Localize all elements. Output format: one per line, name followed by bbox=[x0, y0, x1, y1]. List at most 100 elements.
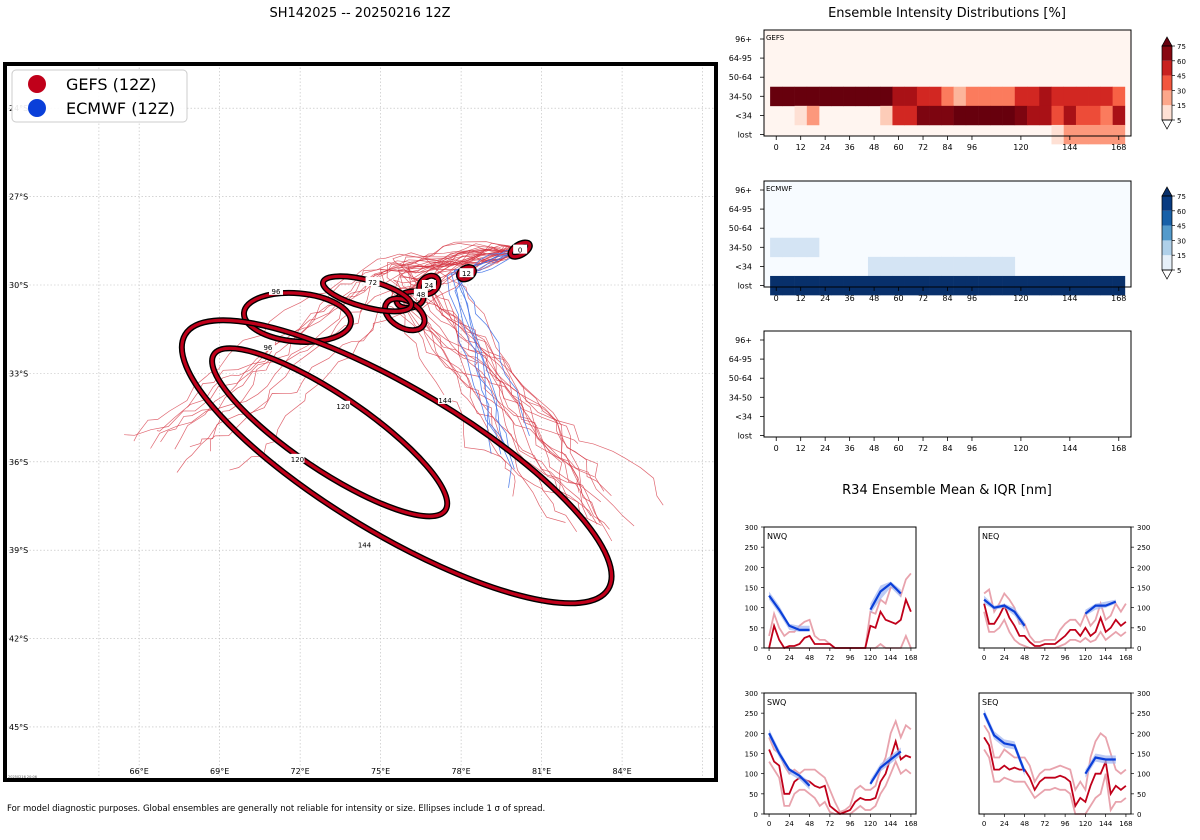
heatmap-cell bbox=[916, 105, 930, 126]
ellipse-120h bbox=[210, 346, 449, 518]
intensity-colorbars: 75 60 45 30 15 5 75 60 45 30 15 5 bbox=[1161, 36, 1186, 280]
heatmap-cell bbox=[1002, 86, 1016, 107]
r34-y-tick-label: 300 bbox=[745, 690, 758, 698]
legend-ecmwf-marker bbox=[28, 99, 46, 117]
intensity-title: Ensemble Intensity Distributions [%] bbox=[828, 6, 1066, 21]
r34-y-tick-label: 150 bbox=[745, 751, 758, 759]
heatmap-cell bbox=[1014, 105, 1028, 126]
ellipse-label-bg bbox=[336, 400, 351, 410]
r34-x-tick-label: 0 bbox=[982, 820, 986, 828]
colorbar-segment bbox=[1162, 255, 1172, 270]
heatmap-cell bbox=[892, 105, 905, 126]
colorbar-top-extend bbox=[1161, 36, 1173, 47]
x-tick-label: 120 bbox=[1013, 444, 1028, 453]
colorbar-segment bbox=[1162, 240, 1172, 256]
x-tick-label: 12 bbox=[796, 294, 806, 303]
heatmap-cell bbox=[1027, 86, 1040, 107]
heatmap-cell bbox=[1100, 275, 1113, 296]
gefs-mean-line bbox=[768, 596, 912, 650]
intensity-panel-3: 96+ 64-95 50-64 34-50 <34 lost 0 12 24 36 48 60 72 84… bbox=[729, 330, 1132, 453]
r34-y-tick-label: 100 bbox=[745, 771, 758, 779]
r34-x-tick-label: 24 bbox=[785, 654, 794, 662]
ecmwf-mean-line bbox=[983, 712, 1026, 772]
heatmap-cell bbox=[1075, 86, 1089, 107]
ellipse-hour-label: 120 bbox=[336, 403, 349, 411]
gefs-member-track bbox=[176, 249, 521, 473]
gefs-iqr-low bbox=[983, 749, 1127, 815]
r34-x-tick-label: 120 bbox=[864, 820, 877, 828]
x-tick-label: 0 bbox=[774, 294, 779, 303]
r34-y-tick-label: 50 bbox=[1137, 791, 1146, 799]
r34-x-tick-label: 168 bbox=[904, 654, 917, 662]
lon-tick-label: 69°E bbox=[210, 767, 229, 776]
heatmap-cell bbox=[782, 275, 795, 296]
lat-tick-label: 33°S bbox=[9, 369, 28, 378]
colorbar-segment bbox=[1162, 210, 1172, 226]
x-tick-label: 168 bbox=[1111, 294, 1126, 303]
heatmap-cell bbox=[990, 105, 1003, 126]
heatmap-cell bbox=[1002, 105, 1016, 126]
r34-x-tick-label: 0 bbox=[982, 654, 986, 662]
row-tick-label: <34 bbox=[735, 111, 752, 120]
heatmap-cell bbox=[953, 256, 967, 277]
ecmwf-iqr-band bbox=[870, 581, 901, 614]
r34-y-tick-label: 50 bbox=[749, 625, 758, 633]
heatmap-cell bbox=[867, 86, 881, 107]
heatmap-cell bbox=[831, 86, 844, 107]
heatmap-cell bbox=[953, 86, 967, 107]
x-tick-label: 12 bbox=[796, 444, 806, 453]
legend-ecmwf-label: ECMWF (12Z) bbox=[66, 99, 175, 118]
heatmap-cell bbox=[1100, 86, 1113, 107]
heatmap-cell bbox=[978, 86, 991, 107]
colorbar-tick-label: 45 bbox=[1177, 73, 1186, 81]
x-tick-label: 24 bbox=[820, 444, 830, 453]
x-tick-label: 72 bbox=[918, 294, 928, 303]
heatmap-cell bbox=[1100, 105, 1113, 126]
gefs-member-track bbox=[406, 249, 602, 503]
heatmap-cell bbox=[1112, 124, 1126, 145]
r34-x-tick-label: 144 bbox=[1099, 820, 1113, 828]
legend-box bbox=[11, 69, 188, 123]
x-tick-label: 36 bbox=[845, 294, 855, 303]
heatmap-cell bbox=[806, 275, 820, 296]
legend-gefs-label: GEFS (12Z) bbox=[66, 75, 156, 94]
colorbar-tick-label: 75 bbox=[1177, 193, 1186, 201]
ellipse-hour-label: 72 bbox=[368, 279, 377, 287]
r34-x-tick-label: 72 bbox=[1040, 654, 1049, 662]
x-tick-label: 96 bbox=[967, 444, 977, 453]
r34-x-tick-label: 168 bbox=[1119, 654, 1132, 662]
r34-x-tick-label: 96 bbox=[1061, 820, 1070, 828]
gefs-mean-line bbox=[983, 603, 1127, 647]
heatmap-frame bbox=[763, 330, 1132, 438]
colorbar-segment bbox=[1162, 196, 1172, 211]
colorbar-segment bbox=[1162, 46, 1172, 61]
heatmap-cell bbox=[916, 256, 930, 277]
row-tick-label: 64-95 bbox=[729, 54, 752, 63]
gefs-mean-line bbox=[983, 736, 1127, 809]
heatmap-cell bbox=[794, 275, 808, 296]
heatmap-cell bbox=[1051, 124, 1065, 145]
x-tick-label: 48 bbox=[869, 444, 879, 453]
heatmap-cell bbox=[916, 275, 930, 296]
heatmap-cell bbox=[1002, 256, 1016, 277]
r34-panel-seq: SEQ 0 24 48 72 96 120 144 168 0 50 100 150 200 250 300 bbox=[978, 690, 1150, 828]
ellipse-hour-label: 144 bbox=[438, 397, 452, 405]
colorbar-segment bbox=[1162, 105, 1172, 120]
row-tick-label: 96+ bbox=[735, 186, 752, 195]
lat-tick-label: 42°S bbox=[9, 635, 28, 644]
intensity-panel-2: ECMWF 96+ 64-95 50-64 34-50 <34 lost 0 12 24 36 48 6… bbox=[729, 180, 1132, 303]
colorbar-tick-label: 60 bbox=[1177, 58, 1186, 66]
heatmap-cell bbox=[880, 86, 893, 107]
x-tick-label: 144 bbox=[1062, 294, 1077, 303]
x-tick-label: 84 bbox=[942, 294, 952, 303]
heatmap-cell bbox=[1088, 275, 1101, 296]
ellipse-label-bg bbox=[357, 539, 372, 549]
colorbar-blues: 75 60 45 30 15 5 bbox=[1161, 186, 1186, 280]
r34-panel-label: SEQ bbox=[982, 698, 998, 707]
lon-tick-label: 78°E bbox=[451, 767, 470, 776]
colorbar-segment bbox=[1162, 60, 1172, 76]
colorbar-reds: 75 60 45 30 15 5 bbox=[1161, 36, 1186, 130]
lon-tick-label: 84°E bbox=[612, 767, 631, 776]
ellipse-label-bg bbox=[365, 277, 380, 287]
